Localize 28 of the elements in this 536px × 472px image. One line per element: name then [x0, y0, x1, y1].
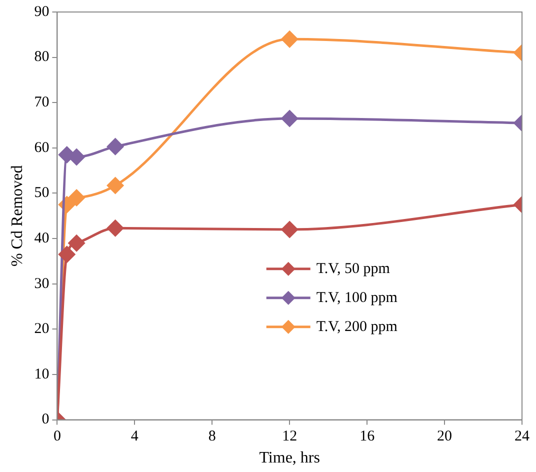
y-tick-label: 60 — [34, 140, 50, 156]
legend-label: T.V, 50 ppm — [316, 260, 390, 277]
point — [107, 220, 124, 236]
y-tick-label: 30 — [34, 276, 50, 292]
x-tick-label: 20 — [437, 428, 452, 445]
point — [68, 234, 85, 252]
point — [68, 190, 85, 206]
y-tick-label: 0 — [42, 412, 50, 428]
y-tick-label: 50 — [34, 185, 50, 202]
legend-label: T.V, 100 ppm — [316, 290, 398, 306]
x-tick-label: 24 — [514, 428, 530, 445]
y-tick-label: 10 — [34, 366, 50, 382]
x-tick-label: 12 — [282, 428, 298, 445]
x-tick-label: 0 — [53, 428, 61, 445]
y-tick-label: 40 — [34, 230, 50, 246]
y-tick-label: 90 — [34, 4, 50, 20]
y-tick-label: 70 — [34, 94, 50, 111]
point — [58, 246, 76, 263]
x-tick-label: 8 — [208, 428, 216, 445]
x-tick-label: 16 — [360, 428, 376, 445]
y-tick-label: 20 — [34, 321, 50, 338]
y-tick-label: 80 — [34, 49, 50, 66]
point — [107, 177, 124, 194]
x-tick-label: 4 — [130, 428, 139, 445]
x-axis-title: Time, hrs — [259, 450, 320, 467]
legend-label: T.V, 200 ppm — [316, 318, 398, 335]
point — [107, 138, 124, 155]
y-axis-title: % Cd Removed — [8, 165, 26, 267]
